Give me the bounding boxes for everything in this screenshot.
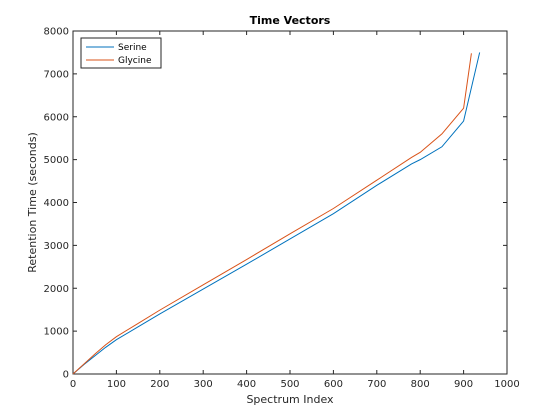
- y-tick-label: 1000: [44, 327, 69, 338]
- x-tick-label: 400: [237, 379, 256, 390]
- series-line-serine: [72, 52, 481, 375]
- x-tick-label: 600: [324, 379, 343, 390]
- legend-entries: Serine Glycine: [86, 43, 152, 66]
- y-tick-label: 3000: [44, 241, 69, 252]
- chart-title: Time Vectors: [250, 14, 331, 27]
- legend-label-serine: Serine: [118, 43, 147, 53]
- y-tick-label: 0: [63, 370, 69, 381]
- y-tick-label: 5000: [44, 155, 69, 166]
- x-tick-label: 700: [367, 379, 386, 390]
- x-tick-label: 100: [107, 379, 126, 390]
- y-tick-label: 2000: [44, 284, 69, 295]
- x-axis-title: Spectrum Index: [246, 393, 334, 406]
- y-tick-label: 8000: [44, 27, 69, 38]
- legend-box: [80, 37, 162, 69]
- x-tick-label: 800: [411, 379, 430, 390]
- y-tick-label: 4000: [44, 198, 69, 209]
- x-ticks: 0 100 200 300 400 500 600 700 800 900 1000: [70, 31, 520, 390]
- x-tick-label: 300: [194, 379, 213, 390]
- x-tick-label: 900: [454, 379, 473, 390]
- y-ticks: 0 1000 2000 3000 4000 5000 6000 7000 8000: [44, 27, 507, 381]
- y-tick-label: 7000: [44, 69, 69, 80]
- plot-area: 0 100 200 300 400 500 600 700 800 900 1000 0 1000 20…: [44, 27, 520, 391]
- legend-label-glycine: Glycine: [118, 56, 152, 66]
- y-axis-title: Retention Time (seconds): [26, 132, 39, 273]
- series-line-glycine: [72, 53, 472, 375]
- x-tick-label: 1000: [494, 379, 519, 390]
- x-tick-label: 0: [70, 379, 76, 390]
- x-tick-label: 200: [150, 379, 169, 390]
- x-tick-label: 500: [280, 379, 299, 390]
- y-tick-label: 6000: [44, 112, 69, 123]
- series-group: [72, 52, 481, 375]
- legend: Serine Glycine: [80, 37, 162, 69]
